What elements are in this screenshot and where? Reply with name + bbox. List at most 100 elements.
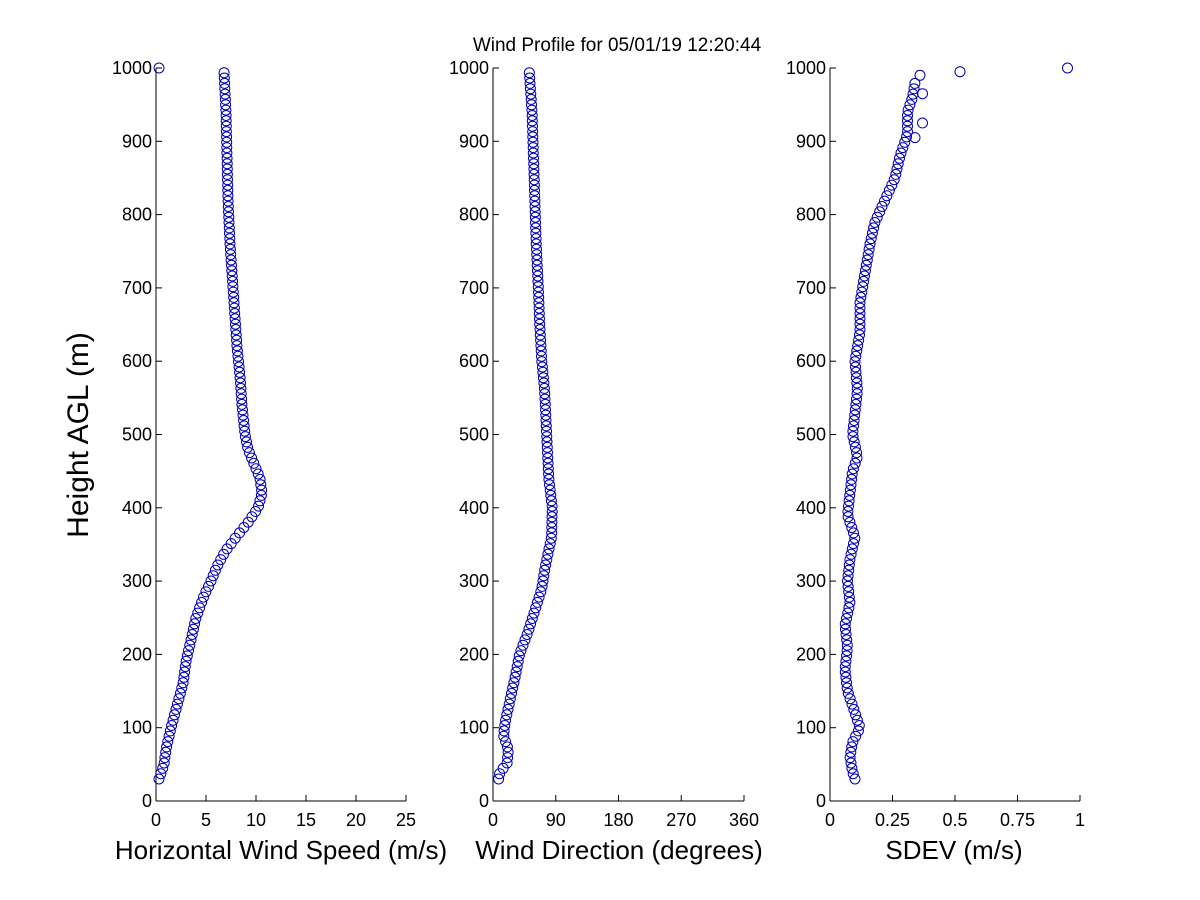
data-point-sdev bbox=[902, 126, 913, 138]
data-point-wind-speed bbox=[222, 201, 234, 212]
data-point-sdev bbox=[902, 120, 913, 132]
data-point-sdev bbox=[859, 265, 871, 277]
data-point-sdev bbox=[890, 168, 902, 180]
y-tick-label: 200 bbox=[459, 644, 489, 664]
data-point-sdev bbox=[843, 564, 855, 576]
data-point-wind-direction bbox=[526, 613, 538, 624]
data-point-wind-speed bbox=[200, 586, 212, 598]
data-point-sdev bbox=[854, 297, 866, 309]
data-point-wind-speed bbox=[235, 388, 247, 400]
y-tick-label: 600 bbox=[796, 351, 826, 371]
data-point-sdev bbox=[842, 575, 853, 587]
data-point-wind-direction bbox=[529, 195, 541, 207]
data-point-wind-speed bbox=[232, 350, 244, 362]
data-point-wind-direction bbox=[530, 217, 541, 228]
data-point-wind-speed bbox=[184, 639, 196, 651]
data-point-sdev bbox=[851, 377, 863, 389]
data-point-wind-speed bbox=[228, 291, 240, 303]
data-point-sdev bbox=[841, 650, 852, 662]
data-point-sdev bbox=[842, 687, 854, 699]
y-tick-label: 300 bbox=[796, 571, 826, 591]
data-point-wind-direction bbox=[531, 243, 542, 255]
data-point-sdev bbox=[842, 607, 854, 619]
data-point-wind-speed bbox=[231, 345, 243, 357]
data-point-wind-direction bbox=[540, 559, 552, 571]
data-point-wind-direction bbox=[536, 350, 547, 362]
data-point-wind-speed bbox=[179, 661, 191, 673]
data-point-wind-speed bbox=[155, 768, 167, 780]
data-point-wind-speed bbox=[234, 366, 246, 378]
data-point-sdev bbox=[843, 602, 855, 614]
data-point-wind-direction bbox=[501, 757, 513, 769]
y-tick-label: 1000 bbox=[449, 58, 489, 78]
data-point-wind-speed bbox=[223, 206, 234, 218]
data-point-sdev bbox=[848, 703, 860, 715]
data-point-wind-speed bbox=[219, 88, 231, 100]
y-tick-label: 600 bbox=[459, 351, 489, 371]
data-point-wind-speed bbox=[253, 500, 264, 512]
data-point-wind-direction bbox=[543, 473, 555, 485]
data-point-wind-speed bbox=[222, 174, 233, 186]
data-point-sdev bbox=[866, 227, 878, 239]
data-point-wind-speed bbox=[180, 655, 192, 667]
data-point-sdev bbox=[850, 361, 861, 373]
data-point-wind-direction bbox=[546, 522, 558, 533]
data-point-wind-speed bbox=[181, 650, 193, 662]
data-point-wind-direction bbox=[530, 227, 542, 239]
data-point-wind-speed bbox=[194, 602, 206, 614]
data-point-wind-direction bbox=[517, 639, 529, 651]
data-point-wind-speed bbox=[220, 104, 232, 116]
data-point-wind-direction bbox=[503, 698, 515, 710]
x-axis-label-wind-direction: Wind Direction (degrees) bbox=[475, 835, 763, 865]
y-tick-label: 0 bbox=[142, 791, 152, 811]
x-tick-label: 1 bbox=[1075, 810, 1085, 830]
data-point-wind-direction bbox=[528, 163, 540, 175]
data-point-sdev bbox=[846, 468, 858, 480]
data-point-wind-direction bbox=[540, 404, 551, 416]
data-point-sdev bbox=[897, 142, 909, 154]
data-point-sdev bbox=[840, 629, 852, 640]
data-point-sdev bbox=[876, 201, 888, 212]
data-point-wind-speed bbox=[230, 324, 242, 335]
data-point-sdev bbox=[842, 511, 854, 523]
data-point-sdev bbox=[868, 222, 880, 234]
data-point-sdev bbox=[851, 447, 863, 459]
x-axis-label-sdev: SDEV (m/s) bbox=[885, 835, 1022, 865]
data-point-wind-direction bbox=[546, 511, 558, 523]
y-tick-label: 400 bbox=[122, 498, 152, 518]
y-tick-label: 200 bbox=[796, 644, 826, 664]
data-point-sdev bbox=[841, 639, 853, 651]
data-point-wind-direction bbox=[542, 447, 553, 459]
data-point-sdev bbox=[843, 559, 855, 571]
data-point-wind-speed bbox=[186, 629, 198, 640]
data-point-sdev bbox=[883, 184, 895, 196]
data-point-wind-speed bbox=[178, 671, 190, 683]
y-tick-label: 200 bbox=[122, 644, 152, 664]
data-point-wind-direction bbox=[537, 575, 549, 587]
data-point-sdev bbox=[844, 554, 856, 566]
data-point-sdev bbox=[899, 136, 911, 148]
data-point-sdev bbox=[854, 329, 865, 341]
data-point-wind-speed bbox=[224, 238, 236, 250]
data-point-wind-direction bbox=[537, 366, 549, 378]
data-point-sdev bbox=[854, 302, 866, 314]
data-point-wind-speed bbox=[220, 99, 232, 111]
data-point-sdev bbox=[917, 88, 928, 100]
data-point-wind-direction bbox=[531, 259, 543, 271]
data-point-sdev bbox=[855, 291, 867, 303]
y-tick-label: 800 bbox=[122, 205, 152, 225]
data-point-wind-speed bbox=[221, 168, 233, 180]
data-point-wind-speed bbox=[220, 110, 232, 121]
data-point-sdev bbox=[846, 543, 858, 555]
x-tick-label: 25 bbox=[396, 810, 416, 830]
data-point-wind-direction bbox=[531, 249, 543, 261]
x-tick-label: 180 bbox=[603, 810, 633, 830]
data-point-wind-speed bbox=[221, 136, 233, 148]
data-point-wind-speed bbox=[230, 318, 241, 330]
data-point-sdev bbox=[906, 93, 918, 105]
data-point-wind-direction bbox=[515, 645, 527, 657]
data-point-sdev bbox=[891, 163, 903, 175]
data-point-wind-direction bbox=[528, 152, 539, 164]
data-point-wind-speed bbox=[246, 452, 258, 464]
data-point-sdev bbox=[846, 473, 858, 485]
